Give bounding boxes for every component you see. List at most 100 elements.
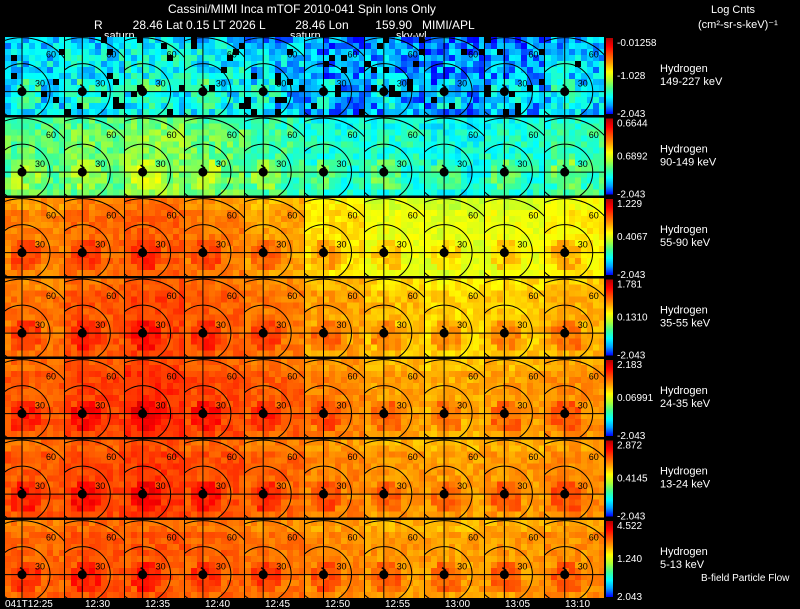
frame-rings (365, 278, 424, 357)
frame-4-8: 30 60 (485, 359, 545, 437)
energy-row-4: 30 60 30 60 30 60 30 60 30 60 30 60 30 60 30 60 30 60 30 60 (5, 359, 605, 437)
ring-label-30: 30 (156, 79, 166, 89)
frame-rings (305, 37, 364, 115)
flow-arrow (260, 83, 266, 89)
frame-pixels (65, 520, 124, 598)
ring-60 (125, 278, 184, 300)
colorbar-max: 2.183 (617, 360, 642, 371)
saturn-marker (198, 248, 208, 258)
flow-arrow (381, 325, 387, 330)
flow-arrow (79, 486, 85, 491)
ring-60 (305, 439, 364, 460)
ring-60 (425, 198, 484, 217)
frame-rings (185, 359, 244, 437)
ring-60 (125, 37, 184, 58)
colorbar-mid: 0.4067 (617, 232, 648, 243)
ring-30 (365, 224, 413, 276)
frame-pixels (425, 37, 484, 115)
ring-30 (125, 304, 172, 357)
flow-arrow (321, 164, 326, 169)
colorbar-1: 0.6644 0.6892 -2.043 (606, 118, 648, 201)
ring-60 (185, 37, 244, 58)
ring-30 (425, 143, 473, 196)
ring-60 (365, 359, 424, 379)
ring-label-60: 60 (468, 533, 478, 543)
saturn-marker (77, 167, 87, 177)
frame-1-9: 30 60 (545, 117, 605, 196)
ring-label-60: 60 (348, 533, 358, 543)
ring-label-30: 30 (276, 320, 286, 330)
frame-pixels (185, 198, 244, 276)
ring-label-30: 30 (397, 481, 407, 491)
frame-rings (365, 117, 424, 196)
colorbar-min: -2.043 (617, 512, 646, 523)
frame-rings (185, 117, 244, 196)
ring-label-30: 30 (457, 320, 467, 330)
ring-60 (305, 520, 364, 540)
flow-arrow (501, 406, 507, 411)
flow-arrow (562, 486, 568, 491)
frame-6-8: 30 60 (485, 520, 545, 598)
flow-arrow (381, 83, 387, 89)
saturn-marker (319, 248, 328, 258)
colorbar-mid: 0.06991 (617, 393, 654, 404)
ring-label-60: 60 (46, 211, 56, 221)
frame-rings (545, 359, 604, 437)
ring-label-30: 30 (156, 320, 166, 330)
frame-pixels (545, 359, 604, 437)
ring-60 (485, 37, 544, 56)
ring-label-30: 30 (397, 401, 407, 411)
ring-label-30: 30 (216, 240, 226, 250)
frame-5-8: 30 60 (485, 439, 545, 518)
ring-label-60: 60 (408, 452, 418, 462)
frame-rings (425, 37, 484, 115)
frame-pixels (365, 359, 424, 437)
ring-60 (425, 359, 484, 378)
colorbar-mid: 0.1310 (617, 313, 648, 324)
ring-60 (485, 198, 544, 217)
saturn-marker (319, 570, 328, 580)
frame-pixels (485, 37, 544, 115)
ring-label-30: 30 (35, 401, 45, 411)
colorbar-max: 2.872 (617, 441, 642, 452)
frame-0-9: 30 60 (545, 37, 605, 115)
frame-rings (545, 198, 604, 276)
frame-pixels (125, 198, 184, 276)
frame-0-5: 30 60 (305, 37, 365, 115)
ring-label-60: 60 (287, 211, 297, 221)
ring-label-60: 60 (46, 372, 56, 382)
saturn-marker (439, 489, 449, 499)
frame-4-7: 30 60 (425, 359, 485, 437)
ring-label-30: 30 (517, 79, 527, 89)
saturn-marker (379, 409, 389, 419)
energy-row-3: 30 60 30 60 30 60 30 60 30 60 30 60 30 60 30 60 30 60 30 60 (5, 278, 605, 357)
frame-3-0: 30 60 (5, 278, 65, 357)
flow-arrow (381, 406, 387, 411)
ring-60 (485, 359, 544, 378)
frame-4-6: 30 60 (365, 359, 425, 437)
ring-label-30: 30 (156, 562, 166, 572)
ring-60 (5, 359, 64, 381)
flow-arrow (19, 164, 25, 169)
saturn-marker (77, 248, 87, 258)
ring-60 (365, 278, 424, 298)
ring-30 (65, 304, 111, 357)
ring-label-60: 60 (106, 130, 116, 140)
flow-arrow (140, 164, 146, 169)
frame-rings (485, 439, 544, 518)
ring-label-60: 60 (227, 372, 237, 382)
ring-60 (485, 439, 544, 459)
energy-label: 35-55 keV (660, 318, 711, 330)
frame-pixels (125, 520, 184, 598)
ring-30 (545, 143, 594, 196)
saturn-marker (439, 328, 449, 338)
flow-arrow (200, 486, 206, 491)
ring-60 (245, 117, 304, 138)
flow-arrow (501, 245, 507, 250)
frame-rings (545, 37, 604, 115)
flow-arrow (321, 406, 326, 411)
energy-row-0: 30 60 30 60 30 60 30 60 30 60 30 60 30 60 30 60 30 60 30 60 (5, 37, 605, 115)
ring-label-60: 60 (46, 452, 56, 462)
frame-pixels (5, 520, 64, 598)
ring-30 (545, 304, 594, 357)
